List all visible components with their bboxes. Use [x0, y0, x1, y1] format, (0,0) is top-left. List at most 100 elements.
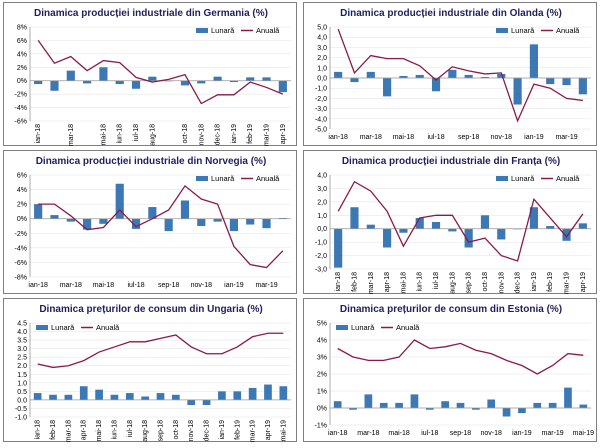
chart-norvegia: Dinamica producției industriale din Norv… — [3, 150, 297, 294]
y-tick-label: -2,0 — [315, 96, 327, 103]
legend-bar-label: Lunară — [211, 26, 235, 35]
x-tick-label: mar-19 — [264, 124, 271, 146]
y-tick-label: -6% — [15, 260, 27, 267]
bar — [279, 386, 288, 400]
x-tick-label: sep-18 — [158, 282, 180, 289]
bar — [334, 228, 343, 268]
x-tick-label: sep-18 — [158, 420, 165, 442]
bar — [441, 401, 449, 408]
y-tick-label: 0% — [17, 216, 27, 223]
legend-bar-swatch — [496, 28, 508, 33]
bar — [148, 207, 157, 219]
bar — [399, 75, 408, 78]
bar — [50, 80, 59, 91]
chart-estonia: Dinamica prețurilor de consum din Estoni… — [303, 298, 597, 442]
y-tick-label: 4% — [17, 187, 27, 194]
bar — [350, 78, 359, 83]
bar — [202, 399, 211, 406]
x-tick-label: iul-18 — [433, 272, 440, 289]
legend-bar-swatch — [196, 28, 208, 33]
y-tick-label: 0.5 — [17, 389, 27, 396]
bar — [564, 387, 572, 408]
x-tick-label: nov-18 — [198, 124, 205, 146]
bar — [33, 393, 42, 400]
x-tick-label: mai-18 — [93, 282, 115, 289]
y-tick-label: -3,0 — [315, 106, 327, 113]
y-tick-label: -1,0 — [315, 240, 327, 247]
x-tick-label: ian-18 — [35, 420, 42, 440]
y-tick-label: -2% — [15, 231, 27, 238]
bar — [79, 386, 88, 400]
chart-title: Dinamica producției industriale din Norv… — [36, 156, 267, 167]
x-tick-label: iul-18 — [133, 124, 140, 141]
x-tick-label: mai-18 — [388, 430, 410, 437]
x-tick-label: ian-19 — [512, 430, 532, 437]
legend-bar-label: Lunară — [211, 174, 235, 183]
bar — [529, 44, 538, 78]
chart-title: Dinamica prețurilor de consum din Ungari… — [39, 304, 262, 315]
bar — [218, 391, 226, 400]
x-tick-label: dec-18 — [215, 124, 222, 146]
y-tick-label: 0,0 — [317, 226, 327, 233]
x-tick-label: feb-18 — [50, 420, 57, 440]
bar — [497, 73, 506, 78]
line-series — [337, 339, 584, 375]
bar — [95, 389, 103, 400]
y-tick-label: 2.5 — [17, 355, 27, 362]
bar — [456, 402, 465, 408]
legend-bar-swatch — [36, 325, 48, 330]
legend-line-label: Anuală — [256, 26, 280, 35]
y-tick-label: -5,0 — [315, 127, 327, 134]
y-tick-label: -0.5 — [15, 406, 27, 413]
x-tick-label: mai-18 — [96, 420, 103, 442]
x-tick-label: aug-18 — [449, 272, 456, 294]
y-tick-label: -8% — [15, 275, 27, 282]
x-tick-label: oct-18 — [173, 420, 180, 440]
y-tick-label: -4% — [15, 245, 27, 252]
y-tick-label: 6% — [17, 38, 27, 45]
bar — [472, 408, 480, 410]
chart-svg: Dinamica prețurilor de consum din Ungari… — [15, 304, 291, 442]
bar — [578, 223, 587, 229]
x-tick-label: nov-18 — [481, 430, 503, 437]
x-tick-label: dec-18 — [515, 272, 522, 294]
bar — [64, 394, 73, 400]
y-tick-label: 4.0 — [17, 329, 27, 336]
x-tick-label: mar-19 — [555, 134, 577, 141]
x-tick-label: feb-19 — [234, 420, 241, 440]
bar — [480, 215, 490, 229]
x-tick-label: mar-19 — [250, 420, 257, 442]
bar — [548, 402, 557, 408]
y-tick-label: 4% — [17, 51, 27, 58]
y-tick-label: 0% — [317, 406, 327, 413]
bar — [34, 80, 43, 85]
bar — [172, 394, 180, 400]
x-tick-label: mar-18 — [357, 430, 379, 437]
chart-svg: Dinamica prețurilor de consum din Estoni… — [315, 304, 595, 437]
bar — [99, 218, 108, 224]
bar — [410, 394, 419, 408]
bar — [415, 217, 424, 229]
y-tick-label: -1% — [315, 423, 327, 430]
x-tick-label: ian-19 — [231, 124, 238, 144]
bar — [115, 183, 124, 219]
y-tick-label: 3,0 — [317, 186, 327, 193]
bar — [487, 399, 496, 408]
y-tick-label: 0,0 — [317, 76, 327, 83]
legend-bar-swatch — [336, 325, 348, 330]
x-tick-label: aug-18 — [149, 124, 156, 146]
bar — [562, 228, 571, 241]
x-tick-label: apr-19 — [580, 272, 587, 292]
y-tick-label: -6% — [15, 119, 27, 126]
bar — [125, 393, 134, 400]
legend-bar-label: Lunară — [511, 26, 535, 35]
x-tick-label: iun-18 — [117, 124, 124, 144]
bar — [213, 76, 222, 81]
x-tick-label: mai-18 — [400, 272, 407, 294]
x-tick-label: mar-18 — [65, 420, 72, 442]
x-tick-label: mar-19 — [542, 430, 564, 437]
x-tick-label: apr-18 — [384, 272, 391, 292]
x-tick-label: dec-18 — [204, 420, 211, 442]
bar — [464, 228, 473, 248]
bar — [546, 78, 555, 85]
